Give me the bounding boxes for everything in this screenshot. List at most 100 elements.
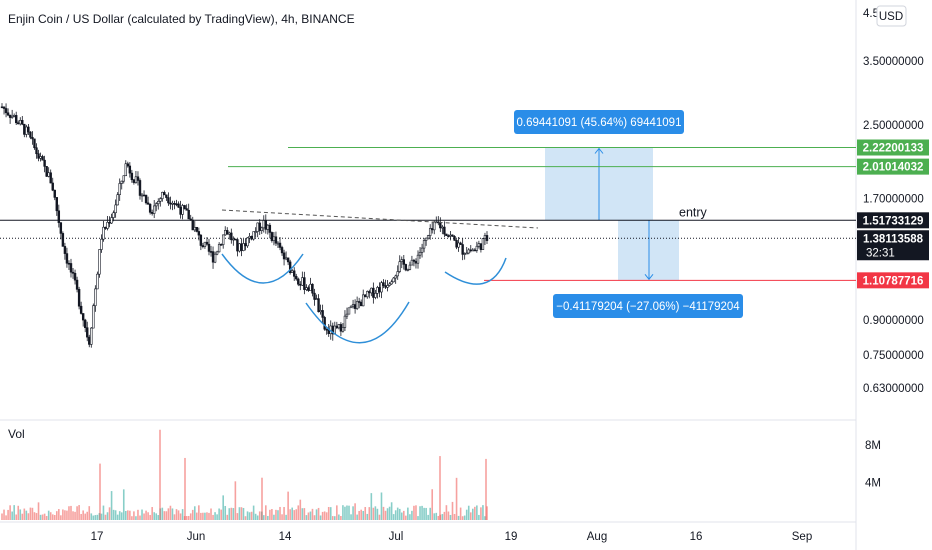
candle bbox=[152, 200, 156, 219]
volume-bar bbox=[25, 510, 28, 520]
volume-bar bbox=[400, 512, 403, 520]
candle bbox=[422, 238, 426, 253]
volume-bar bbox=[305, 515, 308, 520]
volume-bar bbox=[96, 514, 99, 520]
volume-bar bbox=[433, 513, 436, 520]
volume-bar bbox=[435, 512, 438, 520]
volume-bar bbox=[120, 512, 123, 520]
candle bbox=[248, 232, 251, 244]
volume-bar bbox=[409, 514, 411, 520]
volume-bar bbox=[175, 509, 178, 520]
volume-bar bbox=[47, 510, 50, 520]
candle bbox=[303, 271, 306, 295]
volume-bar bbox=[7, 509, 9, 520]
level-lines[interactable]: entry bbox=[0, 146, 856, 281]
volume-bar bbox=[76, 506, 78, 520]
candle bbox=[134, 171, 138, 184]
price-tags: 2.22200133 2.01014032 1.51733129 1.38113… bbox=[857, 139, 929, 289]
volume-bar bbox=[232, 508, 235, 520]
volume-bar bbox=[437, 515, 440, 520]
left-shoulder-curve[interactable] bbox=[221, 253, 304, 284]
volume-bar bbox=[368, 507, 371, 520]
candle bbox=[335, 321, 339, 330]
volume-bar bbox=[258, 511, 261, 520]
volume-bar bbox=[124, 511, 127, 520]
volume-bar bbox=[72, 511, 74, 520]
candle bbox=[483, 232, 487, 245]
candle bbox=[94, 285, 97, 312]
volume-bar bbox=[370, 493, 373, 520]
volume-bar bbox=[297, 505, 300, 520]
candle bbox=[485, 231, 489, 245]
candle bbox=[116, 192, 119, 206]
volume-bar bbox=[114, 510, 117, 520]
volume-bar bbox=[474, 506, 476, 520]
volume-bar bbox=[429, 507, 431, 520]
volume-bar bbox=[484, 516, 486, 520]
candle bbox=[463, 252, 466, 260]
volume-bar bbox=[407, 507, 409, 520]
candle bbox=[315, 294, 318, 300]
volume-bar bbox=[358, 510, 360, 520]
candle bbox=[37, 149, 40, 162]
candle bbox=[274, 231, 278, 247]
currency-badge[interactable]: USD bbox=[876, 5, 907, 27]
volume-bar bbox=[165, 511, 168, 520]
candle bbox=[17, 120, 20, 125]
candle bbox=[185, 204, 188, 211]
candle bbox=[345, 307, 349, 320]
candle bbox=[108, 216, 111, 228]
candle bbox=[230, 228, 233, 244]
candle bbox=[39, 152, 42, 162]
volume-bar bbox=[208, 512, 210, 520]
candle bbox=[142, 190, 146, 197]
candle bbox=[124, 160, 127, 177]
candle bbox=[120, 180, 123, 190]
candle bbox=[398, 255, 401, 274]
short-position-ruler[interactable]: −0.41179204 (−27.06%) −41179204 bbox=[553, 220, 743, 318]
volume-bar bbox=[184, 457, 186, 520]
candle bbox=[307, 285, 310, 292]
head-curve[interactable] bbox=[305, 301, 410, 344]
long-position-ruler[interactable]: 0.69441091 (45.64%) 69441091 bbox=[514, 110, 684, 221]
candle bbox=[467, 248, 470, 255]
right-shoulder-curve[interactable] bbox=[444, 257, 507, 285]
candle bbox=[146, 196, 150, 205]
time-tick-label: 14 bbox=[279, 531, 292, 543]
candle bbox=[33, 138, 36, 150]
volume-bar bbox=[269, 509, 271, 520]
candle bbox=[35, 143, 38, 159]
volume-bar bbox=[9, 505, 11, 520]
neckline[interactable] bbox=[221, 209, 539, 229]
volume-bar bbox=[321, 511, 324, 520]
volume-label: Vol bbox=[8, 427, 25, 441]
candle bbox=[203, 241, 207, 249]
candle bbox=[246, 237, 249, 248]
candle bbox=[71, 267, 75, 279]
candle bbox=[25, 124, 28, 138]
pattern-drawings[interactable] bbox=[221, 209, 539, 344]
volume-bar bbox=[471, 508, 474, 520]
volume-bar bbox=[340, 515, 342, 520]
time-axis[interactable]: 17 Jun 14 Jul 19 Aug 16 Sep bbox=[91, 531, 813, 543]
candle bbox=[374, 289, 377, 300]
volume-bar bbox=[224, 505, 227, 520]
candle bbox=[406, 268, 410, 272]
volume-bar bbox=[137, 509, 139, 520]
candle bbox=[102, 221, 105, 242]
candle bbox=[282, 249, 286, 266]
candle bbox=[136, 171, 140, 186]
volume-bar bbox=[378, 514, 381, 520]
candle bbox=[286, 257, 290, 266]
volume-bar bbox=[153, 512, 155, 520]
volume-bar bbox=[289, 509, 291, 520]
candle bbox=[341, 322, 345, 333]
volume-bar bbox=[425, 507, 427, 520]
candle bbox=[90, 326, 93, 348]
volume-bar bbox=[80, 513, 82, 520]
volume-bar bbox=[53, 515, 56, 520]
price-axis[interactable]: 4.5 3.50000000 2.50000000 1.70000000 0.90000… bbox=[863, 8, 924, 490]
volume-bar bbox=[45, 516, 48, 520]
volume-bar bbox=[234, 481, 237, 520]
